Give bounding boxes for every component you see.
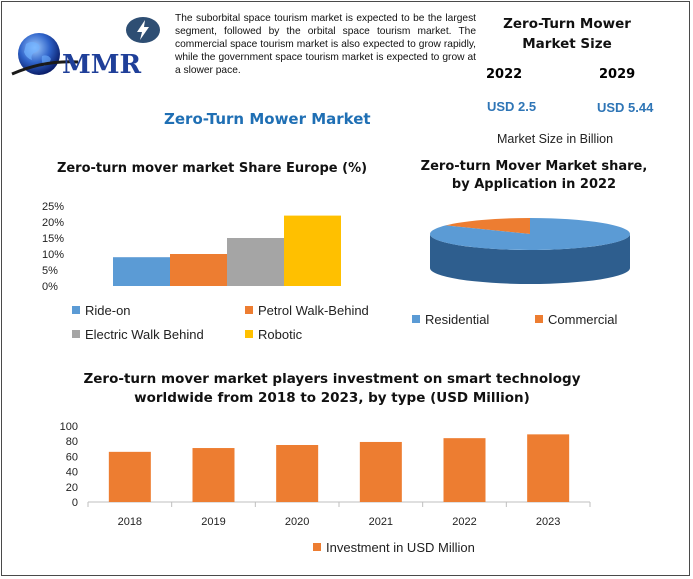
y-tick-label: 100 [60,421,78,433]
legend-label: Electric Walk Behind [85,327,204,342]
legend-swatch-yellow [245,330,253,338]
pie-slice [430,218,630,250]
x-tick-label: 2023 [536,516,560,528]
value-2029: USD 5.44 [597,100,654,115]
x-tick-label: 2018 [118,516,142,528]
y-tick-label: 80 [66,436,78,448]
y-tick-label: 10% [42,249,64,261]
y-tick-label: 5% [42,265,58,277]
chart1-title: Zero-turn mover market Share Europe (%) [56,161,368,176]
intro-paragraph: The suborbital space tourism market is e… [175,13,476,76]
x-tick-label: 2021 [369,516,393,528]
europe-share-chart: 0% 5% 10% 15% 20% 25% [42,201,341,293]
y-tick-label: 20 [66,482,78,494]
y-tick-label: 40 [66,467,78,479]
legend-swatch-orange [535,315,543,323]
chart3-title: Zero-turn mover market players investmen… [83,371,581,406]
year-2022: 2022 [486,67,523,82]
lightning-icon [125,16,161,44]
bar [192,448,235,502]
legend-swatch-gray [72,330,80,338]
legend-item-robotic: Robotic [245,327,302,342]
y-tick-label: 0 [72,497,78,509]
bar [170,254,227,286]
chart2-title: Zero-turn Mover Market share, by Applica… [420,159,648,192]
pie-side-residential [430,234,630,284]
legend-swatch-orange [313,543,321,551]
mmr-logo: MMR [8,30,142,86]
legend-label: Robotic [258,327,303,342]
legend-label: Commercial [548,312,618,327]
legend-item-investment: Investment in USD Million [313,540,475,555]
legend-item-residential: Residential [412,312,489,327]
bar [443,438,486,502]
y-tick-label: 20% [42,217,64,229]
year-2029: 2029 [599,67,636,82]
bar [113,257,170,286]
legend-swatch-orange [245,306,253,314]
legend-item-ride-on: Ride-on [72,303,131,318]
legend-swatch-blue [72,306,80,314]
bar [276,445,319,502]
x-tick-label: 2022 [452,516,476,528]
legend-label: Petrol Walk-Behind [258,303,369,318]
pie-slice [445,218,530,234]
value-2022: USD 2.5 [487,99,537,114]
legend-swatch-blue [412,315,420,323]
bar [227,238,284,286]
y-tick-label: 0% [42,281,58,293]
x-tick-label: 2019 [201,516,225,528]
market-size-caption: Market Size in Billion [497,132,614,146]
bar [359,441,402,502]
investment-chart: 0 20 40 60 80 100 2018 2019 2020 2021 2022 2023 [60,421,591,528]
logo-text: MMR [62,50,142,80]
market-size-title: Zero-Turn Mower Market Size [503,16,631,52]
legend-label: Residential [425,312,490,327]
bar [527,434,570,502]
application-pie-chart [430,218,630,284]
x-tick-label: 2020 [285,516,309,528]
y-tick-label: 15% [42,233,64,245]
bar [284,215,341,286]
legend-item-electric: Electric Walk Behind [72,327,204,342]
legend-label: Investment in USD Million [326,540,475,555]
y-tick-label: 25% [42,201,64,213]
legend-label: Ride-on [85,303,131,318]
main-title: Zero-Turn Mower Market [164,110,371,128]
legend-item-commercial: Commercial [535,312,617,327]
legend-item-petrol: Petrol Walk-Behind [245,303,369,318]
y-tick-label: 60 [66,451,78,463]
bar [108,451,151,502]
